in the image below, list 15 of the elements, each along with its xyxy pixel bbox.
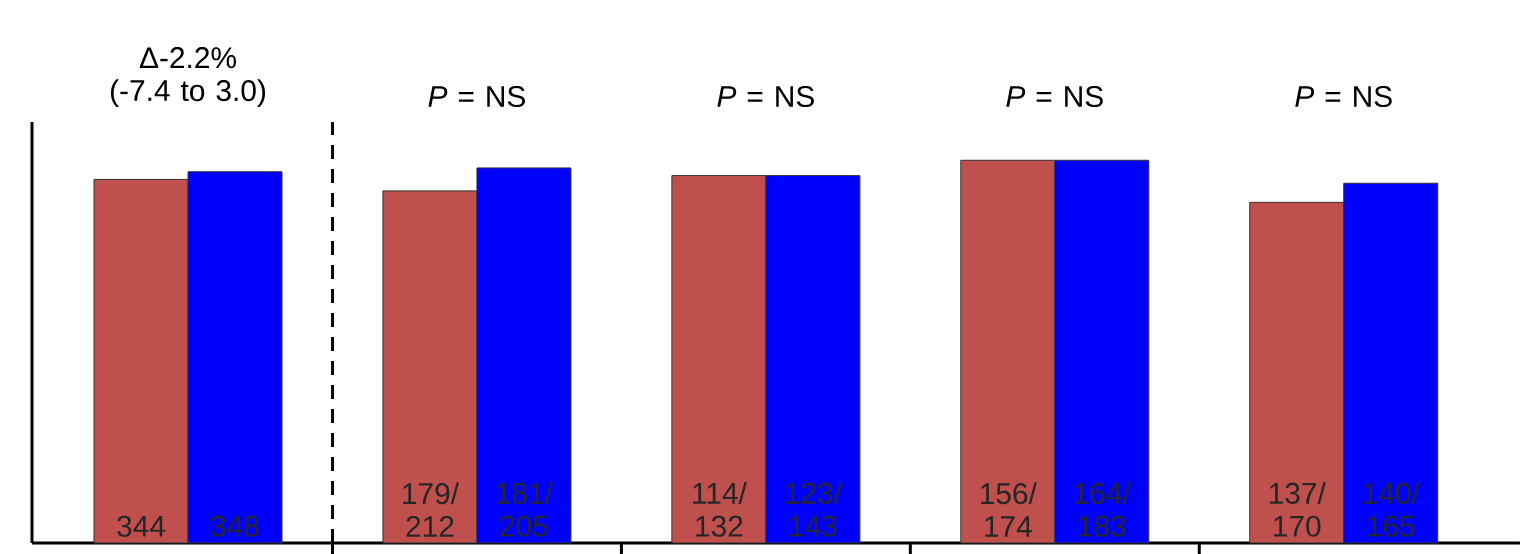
text: Δ-2.2% (-7.4 to 3.0): [110, 47, 266, 108]
text: P = NS: [428, 85, 525, 108]
text: P = NS: [1006, 85, 1103, 108]
text: P = NS: [717, 85, 814, 108]
annotation: 164/ 183: [1075, 481, 1131, 537]
annotation: 156/ 174: [981, 482, 1037, 537]
annotation: 140/ 165: [1363, 481, 1420, 537]
annotation: 179/ 212: [403, 482, 460, 537]
annotation: 123/ 143: [786, 481, 842, 537]
annotation: 348: [211, 515, 259, 537]
annotation: 137/ 170: [1269, 481, 1326, 537]
annotation: 114/ 132: [693, 481, 747, 537]
text: P = NS: [1295, 85, 1392, 108]
annotation: 181/ 205: [497, 481, 554, 537]
annotation: 344: [117, 515, 166, 537]
